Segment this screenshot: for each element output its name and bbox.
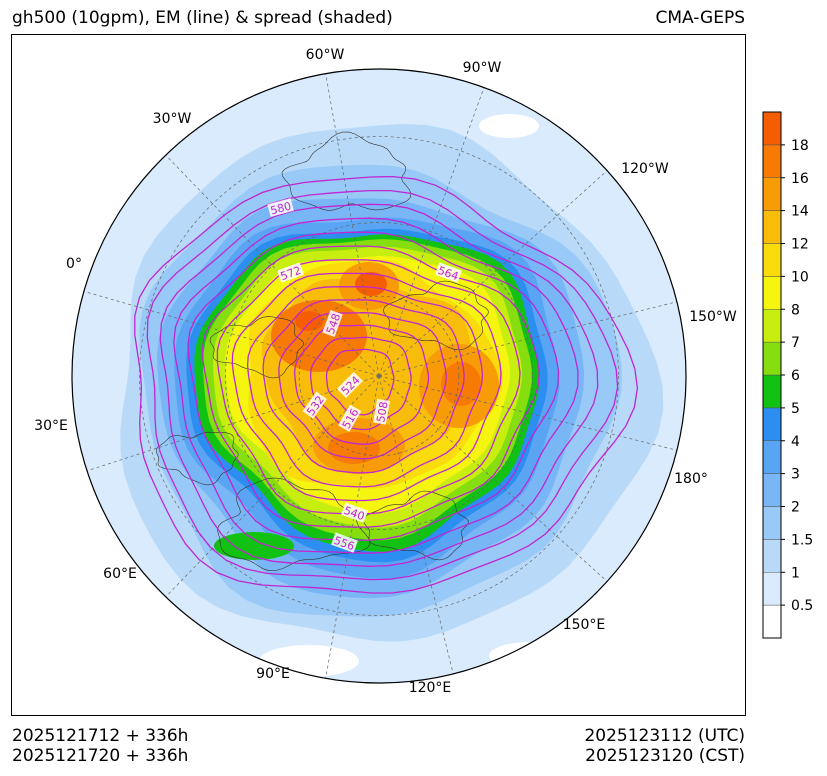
contour-label-bg bbox=[331, 532, 359, 553]
colorbar-label: 14 bbox=[791, 204, 809, 220]
colorbar: 0.5 1 1.5 2 3 4 5 6 7 8 10 12 14 16 18 bbox=[762, 111, 813, 639]
latitude-circle bbox=[298, 295, 460, 457]
longitude-label: 120°E bbox=[409, 680, 452, 696]
em-contour bbox=[216, 259, 521, 515]
coastline bbox=[209, 316, 304, 379]
colorbar-label: 7 bbox=[791, 335, 800, 351]
colorbar-bin bbox=[762, 111, 782, 146]
contour-label-bg bbox=[276, 262, 304, 283]
contour-label-group: 508 bbox=[373, 398, 391, 425]
em-contour bbox=[159, 203, 599, 567]
contour-label: 508 bbox=[374, 400, 390, 423]
em-contour bbox=[146, 189, 619, 581]
coastline bbox=[155, 431, 239, 486]
longitude-label: 30°E bbox=[34, 418, 68, 434]
contour-label-bg bbox=[338, 404, 362, 432]
colorbar-bin bbox=[762, 243, 782, 277]
colorbar-label: 0.5 bbox=[791, 598, 813, 614]
coastline bbox=[362, 490, 469, 561]
contour-label-bg bbox=[336, 371, 364, 399]
valid-time-block: 2025123112 (UTC) 2025123120 (CST) bbox=[584, 726, 745, 766]
contour-label-bg bbox=[267, 198, 294, 217]
chart-title: gh500 (10gpm), EM (line) & spread (shade… bbox=[12, 8, 393, 28]
em-contour bbox=[246, 286, 484, 488]
em-contour bbox=[294, 324, 430, 445]
colorbar-label: 6 bbox=[791, 368, 800, 384]
spread-low-patch bbox=[479, 114, 539, 138]
latitude-circle bbox=[225, 222, 533, 530]
latitude-circle bbox=[139, 136, 619, 616]
longitude-label: 60°E bbox=[103, 566, 137, 582]
colorbar-bin bbox=[762, 539, 782, 573]
colorbar-label: 12 bbox=[791, 237, 809, 253]
em-contour bbox=[262, 299, 465, 474]
coastline bbox=[217, 477, 371, 571]
contour-label-bg bbox=[322, 309, 343, 337]
longitude-label: 150°W bbox=[689, 309, 737, 325]
colorbar-bin bbox=[762, 276, 782, 310]
colorbar-bin bbox=[762, 604, 782, 639]
colorbar-label: 10 bbox=[791, 269, 809, 285]
longitude-label: 150°E bbox=[563, 617, 606, 633]
contour-label-bg bbox=[435, 262, 463, 283]
em-contour bbox=[187, 231, 560, 541]
em-contour bbox=[278, 312, 447, 460]
em-contour bbox=[134, 175, 639, 594]
colorbar-label: 2 bbox=[791, 500, 800, 516]
colorbar-label: 3 bbox=[791, 467, 800, 483]
contour-label: 580 bbox=[269, 200, 293, 218]
colorbar-bin bbox=[762, 144, 782, 178]
colorbar-label: 16 bbox=[791, 171, 809, 187]
longitude-label: 120°W bbox=[621, 161, 669, 177]
spread-core bbox=[355, 272, 387, 296]
spread-region bbox=[214, 532, 294, 560]
contour-label-group: 580 bbox=[267, 198, 294, 218]
colorbar-label: 8 bbox=[791, 302, 800, 318]
longitude-label: 90°E bbox=[256, 666, 290, 682]
contour-label-bg bbox=[302, 391, 327, 419]
colorbar-bin bbox=[762, 407, 782, 441]
colorbar-bin bbox=[762, 506, 782, 540]
em-contour bbox=[173, 217, 579, 554]
longitude-label: 30°W bbox=[153, 111, 192, 127]
valid-time-cst: 2025123120 (CST) bbox=[585, 746, 745, 766]
init-time-block: 2025121712 + 336h 2025121720 + 336h bbox=[12, 726, 188, 766]
colorbar-bin bbox=[762, 473, 782, 507]
contour-label-bg bbox=[341, 502, 369, 523]
colorbar-label: 18 bbox=[791, 138, 809, 154]
colorbar-bin bbox=[762, 210, 782, 244]
colorbar-label: 1.5 bbox=[791, 532, 813, 548]
colorbar-bin bbox=[762, 309, 782, 343]
colorbar-bin bbox=[762, 177, 782, 211]
graticule bbox=[83, 73, 677, 679]
model-name: CMA-GEPS bbox=[655, 8, 745, 28]
colorbar-label: 5 bbox=[791, 401, 800, 417]
em-contour bbox=[231, 272, 502, 502]
spread-core bbox=[295, 311, 323, 331]
init-time-cst: 2025121720 + 336h bbox=[12, 746, 189, 766]
coastline bbox=[281, 131, 412, 211]
longitude-label: 180° bbox=[674, 471, 708, 487]
colorbar-bin bbox=[762, 572, 782, 606]
colorbar-bin bbox=[762, 341, 782, 376]
map-boundary bbox=[71, 68, 687, 684]
valid-time-utc: 2025123112 (UTC) bbox=[584, 726, 745, 746]
longitude-label: 0° bbox=[66, 256, 82, 272]
init-time-utc: 2025121712 + 336h bbox=[12, 726, 189, 746]
colorbar-bin bbox=[762, 440, 782, 474]
spread-core bbox=[441, 362, 481, 406]
contour-label-bg bbox=[373, 398, 391, 425]
colorbar-label: 4 bbox=[791, 434, 800, 450]
longitude-label: 60°W bbox=[306, 47, 345, 63]
map-frame bbox=[11, 34, 746, 716]
longitude-label: 90°W bbox=[463, 60, 502, 76]
colorbar-label: 1 bbox=[791, 565, 800, 581]
colorbar-bin bbox=[762, 374, 782, 409]
